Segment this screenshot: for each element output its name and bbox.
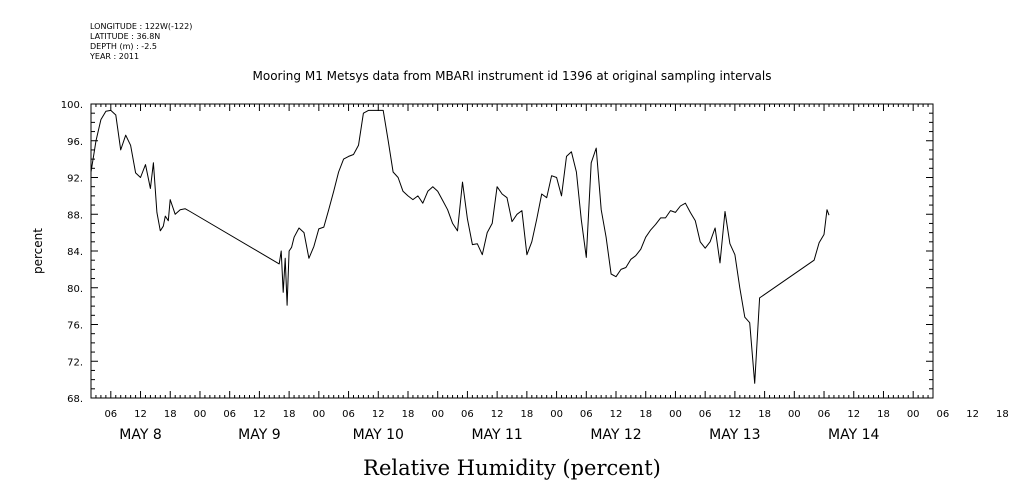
x-tick-label: 00 [312,409,325,420]
x-tick-label: 06 [342,409,355,420]
chart-title: Mooring M1 Metsys data from MBARI instru… [253,69,772,83]
x-tick-label: 12 [610,409,623,420]
x-day-label: MAY 12 [590,427,641,443]
x-tick-label: 00 [907,409,920,420]
x-day-label: MAY 13 [709,427,760,443]
x-tick-label: 12 [729,409,742,420]
latitude-label: LATITUDE : 36.8N [90,32,161,41]
x-day-label: MAY 9 [238,427,280,443]
x-tick-label: 18 [877,409,890,420]
y-tick-label: 96. [67,137,83,148]
x-tick-label: 18 [520,409,533,420]
humidity-line [90,109,830,384]
x-tick-label: 00 [669,409,682,420]
y-tick-label: 80. [67,284,83,295]
x-tick-label: 18 [758,409,771,420]
x-tick-label: 18 [402,409,415,420]
x-tick-label: 00 [550,409,563,420]
x-tick-label: 06 [699,409,712,420]
year-label: YEAR : 2011 [90,52,140,61]
x-tick-label: 00 [431,409,444,420]
x-axis-label: Relative Humidity (percent) [363,456,661,480]
x-tick-label: 12 [847,409,860,420]
x-tick-label: 12 [966,409,979,420]
longitude-label: LONGITUDE : 122W(-122) [90,22,193,31]
y-tick-label: 68. [67,394,83,405]
mooring-metadata: LONGITUDE : 122W(-122) LATITUDE : 36.8N … [90,22,192,62]
x-tick-label: 12 [253,409,266,420]
x-tick-label: 06 [223,409,236,420]
y-tick-label: 76. [67,321,83,332]
x-tick-label: 06 [461,409,474,420]
y-tick-label: 88. [67,210,83,221]
x-tick-label: 00 [788,409,801,420]
y-axis: 100. 96. 92. 88. 84. 80. 76. 72. 68. [61,100,933,405]
depth-label: DEPTH (m) : -2.5 [90,42,157,51]
x-tick-label: 18 [164,409,177,420]
x-tick-label: 00 [194,409,207,420]
x-day-label: MAY 8 [119,427,161,443]
x-tick-label: 06 [104,409,117,420]
x-tick-label: 18 [639,409,652,420]
x-tick-label: 18 [283,409,296,420]
x-day-label: MAY 11 [471,427,522,443]
y-tick-label: 84. [67,247,83,258]
y-tick-label: 92. [67,174,83,185]
x-axis: 06 12 18 00 06 12 18 00 06 12 18 00 06 12 18 00 06 12 18 00… [90,104,1009,443]
y-axis-label: percent [31,228,45,274]
y-tick-label: 100. [61,100,83,111]
series-layer [90,109,830,384]
x-tick-label: 12 [372,409,385,420]
x-day-label: MAY 14 [828,427,879,443]
y-tick-label: 72. [67,357,83,368]
x-tick-label: 12 [134,409,147,420]
x-tick-label: 18 [996,409,1009,420]
x-tick-label: 06 [937,409,950,420]
x-tick-label: 06 [818,409,831,420]
x-day-label: MAY 10 [353,427,404,443]
plot-frame [90,103,934,399]
x-tick-label: 06 [580,409,593,420]
x-tick-label: 12 [491,409,504,420]
